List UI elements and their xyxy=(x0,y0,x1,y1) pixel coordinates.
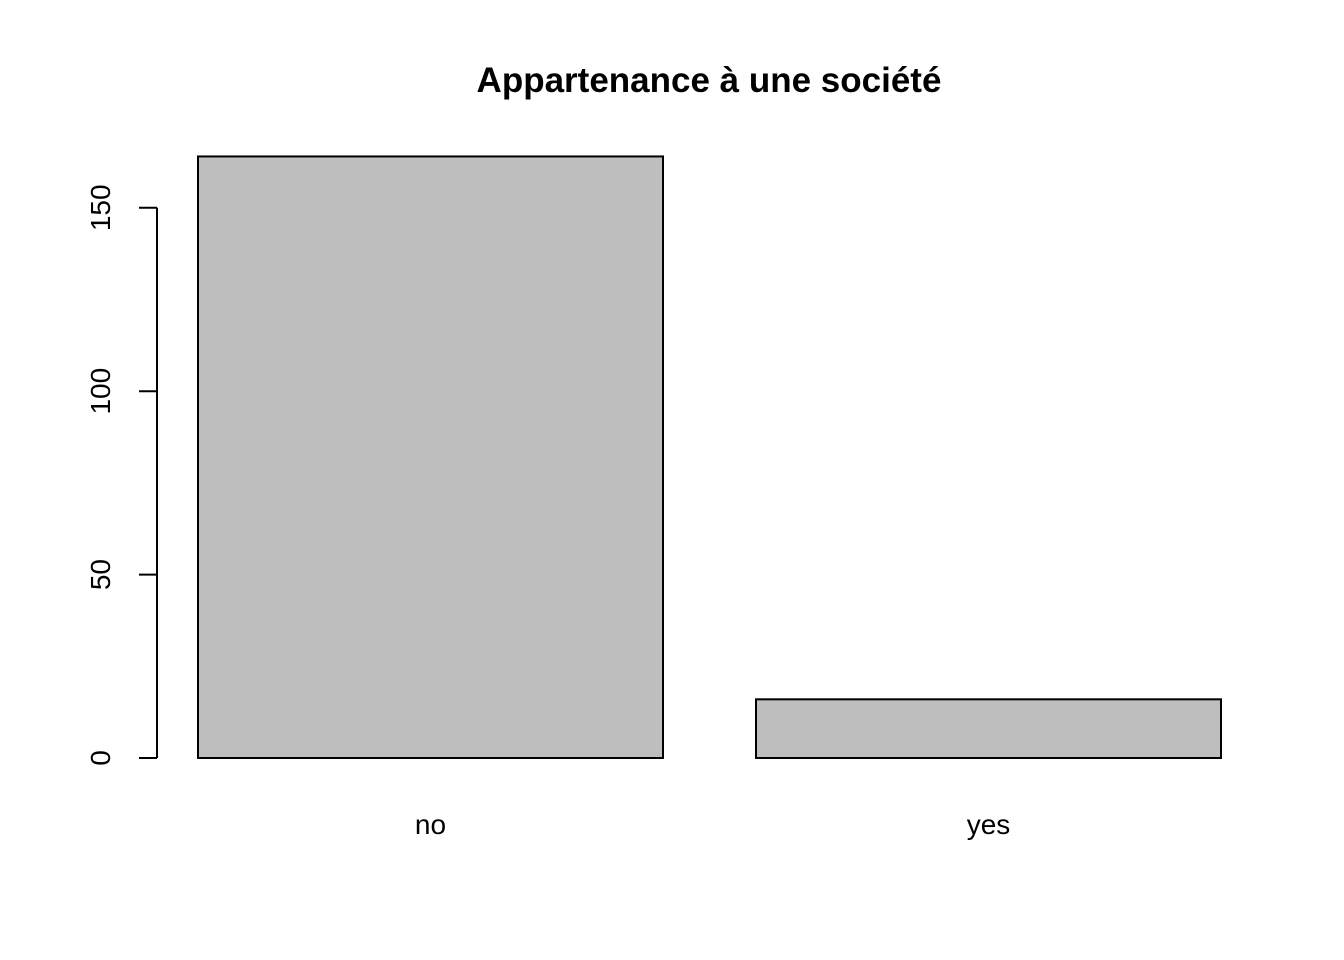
x-tick-label: yes xyxy=(967,809,1011,840)
y-tick-label: 150 xyxy=(85,184,116,231)
bar-no xyxy=(197,155,664,759)
y-tick-label: 100 xyxy=(85,368,116,415)
x-tick-label: no xyxy=(415,809,446,840)
y-tick-label: 50 xyxy=(85,559,116,590)
bars xyxy=(197,155,1222,760)
y-tick-label: 0 xyxy=(85,750,116,766)
chart-title: Appartenance à une société xyxy=(477,61,942,100)
y-axis: 0 50 100 150 xyxy=(85,184,158,766)
bar-yes xyxy=(755,698,1222,760)
x-axis-labels: no yes xyxy=(415,809,1010,840)
